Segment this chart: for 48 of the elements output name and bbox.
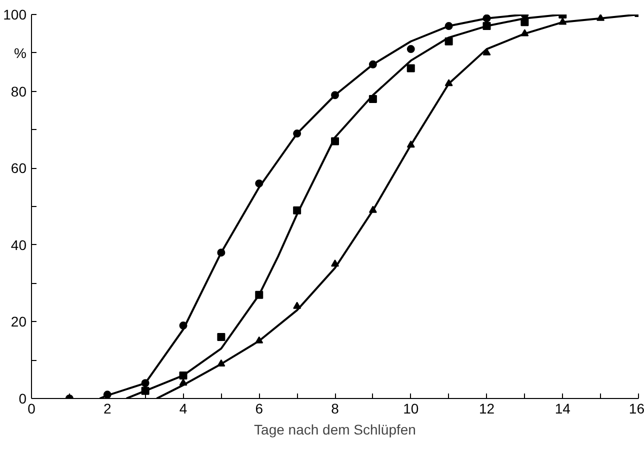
point: [331, 260, 339, 267]
point: [406, 140, 415, 148]
point: [482, 22, 491, 30]
y-tick-label: 20: [10, 314, 27, 330]
point: [141, 379, 150, 388]
point: [179, 371, 188, 380]
y-tick-label: 40: [10, 236, 27, 253]
y-tick-label: 0: [18, 390, 27, 406]
y-tick-label: 100: [3, 6, 27, 22]
x-tick-label: 6: [255, 400, 264, 416]
point: [331, 91, 339, 100]
point: [558, 18, 567, 25]
point: [444, 22, 453, 30]
x-axis-title: Tage nach dem Schlüpfen: [254, 422, 416, 438]
point: [406, 45, 415, 54]
point: [520, 29, 529, 36]
point: [444, 37, 453, 46]
point: [179, 378, 188, 386]
point: [596, 14, 605, 21]
x-tick-label: 8: [331, 400, 340, 416]
point: [293, 302, 302, 309]
y-tick-label: 80: [10, 83, 27, 100]
x-tick-label: 10: [403, 400, 419, 416]
point: [368, 60, 377, 68]
x-tick-label: 16: [628, 400, 644, 416]
x-tick-label: 14: [554, 400, 571, 416]
point: [293, 130, 302, 138]
point: [255, 290, 264, 299]
point: [368, 94, 377, 103]
point: [255, 336, 264, 344]
point: [444, 79, 453, 86]
x-tick-label: 12: [478, 400, 495, 416]
point: [141, 386, 150, 395]
point: [331, 137, 339, 146]
point: [255, 179, 264, 188]
point: [217, 248, 226, 257]
point: [179, 322, 188, 330]
point: [482, 14, 491, 22]
point: [406, 64, 415, 72]
x-tick-label: 2: [103, 400, 112, 416]
y-axis-title: %: [14, 44, 27, 61]
point: [293, 206, 302, 214]
point: [368, 206, 377, 213]
point: [217, 359, 226, 366]
point: [520, 18, 529, 26]
x-tick-label: 4: [179, 400, 188, 416]
y-tick-label: 60: [10, 160, 27, 176]
point: [217, 333, 226, 342]
